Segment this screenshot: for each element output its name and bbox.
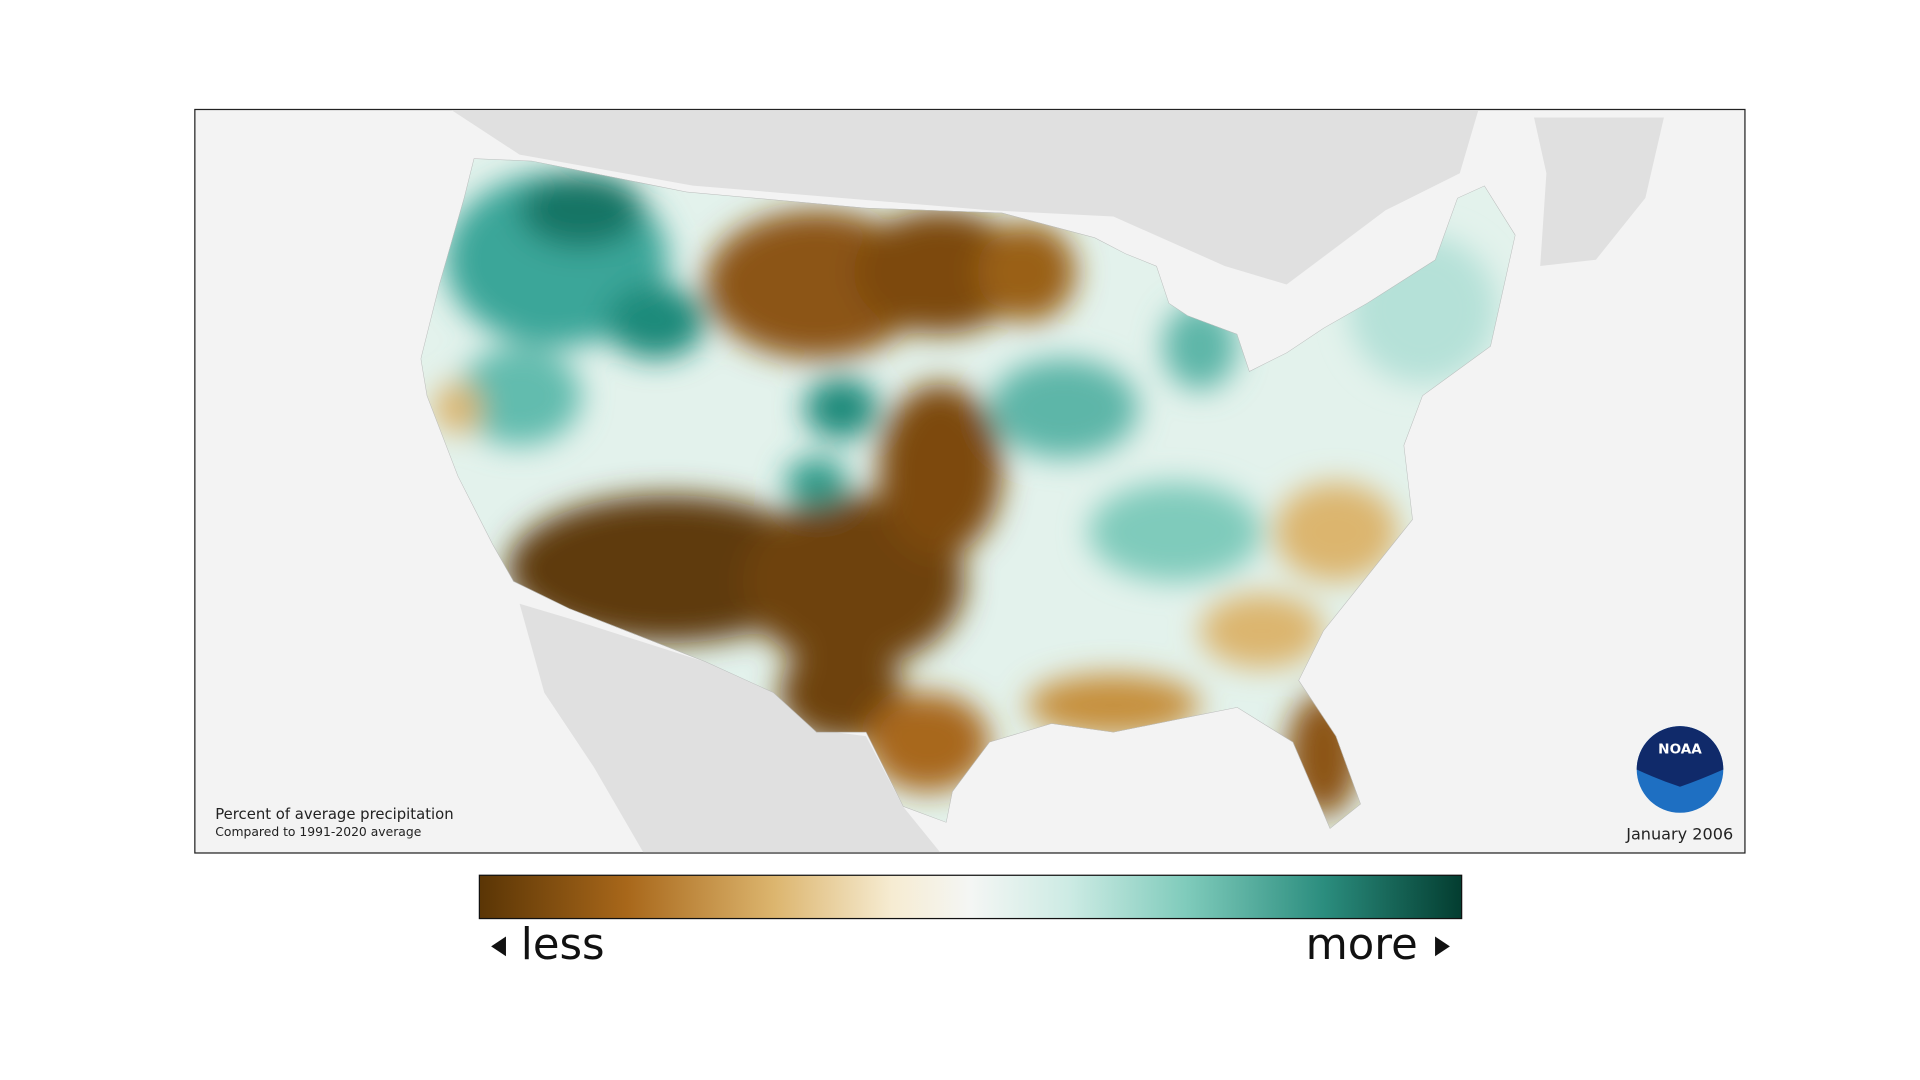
caption-title: Percent of average precipitation: [215, 806, 453, 823]
more-arrow: [1435, 936, 1450, 957]
logo-text: NOAA: [1658, 742, 1702, 758]
noaa-logo: NOAA: [1636, 726, 1724, 813]
legend-high: more: [1306, 920, 1418, 970]
caption-subtitle: Compared to 1991-2020 average: [215, 825, 421, 839]
date-label: January 2006: [1625, 825, 1733, 844]
color-bar: [478, 874, 1463, 920]
legend-low: less: [521, 920, 605, 970]
less-arrow: [491, 936, 506, 957]
